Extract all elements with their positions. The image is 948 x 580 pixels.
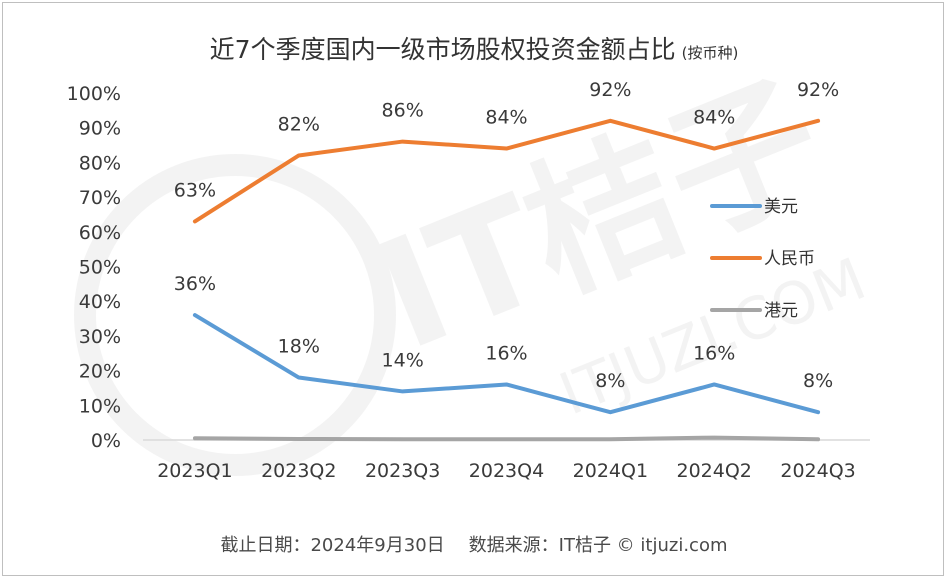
series-layer (192, 118, 821, 442)
y-axis: 0% 10% 20% 30% 40% 50% 60% 70% 80% 90% 100% (67, 83, 121, 452)
y-tick-label: 90% (79, 118, 121, 140)
data-label: 82% (278, 113, 320, 135)
data-label: 18% (278, 336, 320, 358)
data-label: 84% (485, 107, 527, 129)
data-label: 16% (485, 342, 527, 364)
y-tick-label: 20% (79, 361, 121, 383)
legend-label: 美元 (764, 197, 798, 217)
data-labels: 36% 18% 14% 16% 8% 16% 8% 63% 82% 86% 84% 92% 84% 92% (174, 79, 839, 392)
x-tick-label: 2023Q1 (157, 460, 232, 482)
series-line-0 (192, 313, 821, 415)
x-tick-label: 2023Q3 (365, 460, 440, 482)
legend-label: 人民币 (764, 249, 815, 269)
data-label: 16% (693, 342, 735, 364)
y-tick-label: 80% (79, 152, 121, 174)
y-tick-label: 10% (79, 395, 121, 417)
chart-title: 近7个季度国内一级市场股权投资金额占比 (209, 35, 676, 64)
legend-label: 港元 (764, 301, 798, 321)
x-axis: 2023Q1 2023Q2 2023Q3 2023Q4 2024Q1 2024Q2 2024… (157, 460, 856, 482)
footer: 截止日期：2024年9月30日 数据来源：IT桔子 © itjuzi.com (0, 531, 948, 557)
x-tick-label: 2023Q4 (469, 460, 544, 482)
data-label: 92% (589, 79, 631, 101)
series-line-1 (192, 118, 821, 224)
footer-date: 截止日期：2024年9月30日 (220, 535, 445, 556)
y-tick-label: 30% (79, 326, 121, 348)
y-tick-label: 100% (67, 83, 121, 105)
data-label: 8% (803, 370, 833, 392)
data-label: 86% (382, 100, 424, 122)
y-tick-label: 0% (91, 430, 121, 452)
footer-source: 数据来源：IT桔子 © itjuzi.com (468, 535, 728, 556)
data-label: 92% (797, 79, 839, 101)
series-line-2 (192, 435, 821, 442)
data-label: 36% (174, 273, 216, 295)
y-tick-label: 40% (79, 291, 121, 313)
data-label: 14% (382, 349, 424, 371)
chart-title-row: 近7个季度国内一级市场股权投资金额占比 (按币种) (0, 30, 948, 66)
x-tick-label: 2024Q1 (573, 460, 648, 482)
x-tick-label: 2023Q2 (261, 460, 336, 482)
chart-subtitle: (按币种) (681, 44, 739, 62)
y-tick-label: 70% (79, 187, 121, 209)
watermark-logo-ring (74, 154, 396, 476)
data-label: 84% (693, 107, 735, 129)
y-tick-label: 60% (79, 222, 121, 244)
data-label: 8% (595, 370, 625, 392)
x-tick-label: 2024Q2 (677, 460, 752, 482)
data-label: 63% (174, 179, 216, 201)
x-tick-label: 2024Q3 (780, 460, 855, 482)
y-tick-label: 50% (79, 257, 121, 279)
